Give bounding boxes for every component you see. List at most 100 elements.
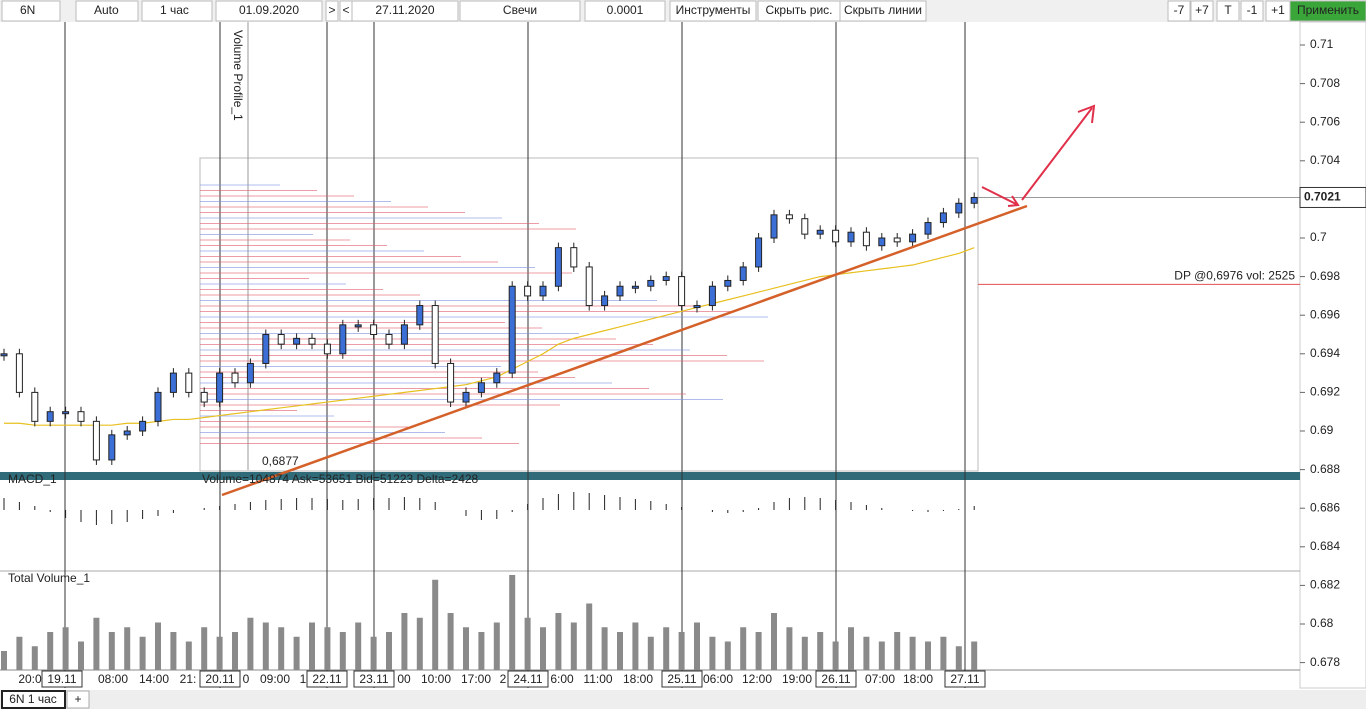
candle [185, 372, 193, 393]
candle [354, 324, 362, 328]
toolbar-button[interactable] [584, 0, 666, 22]
volume-bar [740, 627, 747, 670]
volume-bar [463, 627, 469, 670]
toolbar-button[interactable] [75, 0, 139, 22]
candle [708, 285, 716, 307]
y-tick-label: 0.708 [1310, 76, 1340, 90]
tab-add[interactable] [66, 690, 90, 709]
price-axis [1299, 21, 1366, 689]
volume-bar [771, 613, 777, 670]
tab[interactable] [1, 690, 66, 709]
candle [92, 420, 100, 461]
toolbar-label: T [1224, 3, 1232, 17]
date-label: 20.11 [205, 672, 234, 686]
date-box [306, 670, 348, 688]
candle [416, 305, 424, 326]
toolbar-button[interactable] [1216, 0, 1240, 22]
toolbar-button[interactable] [1240, 0, 1264, 22]
candle [262, 334, 270, 364]
toolbar-label: Скрыть рис. [765, 3, 832, 17]
toolbar-button[interactable] [1190, 0, 1214, 22]
candle [31, 391, 39, 422]
volume-bar [62, 627, 69, 670]
toolbar-label: -1 [1247, 3, 1258, 17]
toolbar-button[interactable] [1167, 0, 1191, 22]
volume-bar [955, 646, 962, 670]
date-label: 19.11 [47, 672, 76, 686]
date-label: 22.11 [312, 672, 341, 686]
volume-bar [1, 651, 7, 670]
toolbar-button[interactable] [1289, 0, 1366, 22]
time-label: 2 [500, 672, 507, 686]
candle [647, 279, 655, 287]
profile-stats: Volume=104874 Ask=53651 Bid=51223 Delta=… [202, 472, 479, 486]
toolbar-button[interactable] [325, 0, 339, 22]
trend-line [221, 204, 1028, 497]
time-label: 6:00 [550, 672, 574, 686]
date-label: 23.11 [359, 672, 388, 686]
volume-bar [678, 632, 685, 670]
toolbar-button[interactable] [1, 0, 61, 22]
candle [169, 372, 177, 393]
volume-bar [170, 632, 177, 670]
volume-bar [324, 627, 331, 670]
toolbar-label: 6N [20, 3, 35, 17]
toolbar-button[interactable] [839, 0, 927, 22]
volume-bar [185, 641, 192, 670]
volume-bar [93, 617, 100, 670]
candle [801, 218, 809, 235]
volume-bar [878, 641, 885, 670]
date-label: 24.11 [513, 672, 542, 686]
candle [693, 305, 701, 309]
time-label: 09:00 [260, 672, 290, 686]
candle [770, 214, 778, 239]
volume-bar [663, 627, 670, 670]
toolbar-button[interactable] [669, 0, 757, 22]
candle [739, 266, 747, 281]
candle [370, 324, 378, 336]
candle [46, 411, 54, 422]
volume-bar [216, 636, 223, 670]
toolbar-button[interactable] [459, 0, 581, 22]
tab-add-label: + [74, 692, 81, 706]
volume-bar [617, 632, 623, 670]
time-label: 20:0 [18, 672, 42, 686]
time-label: 07:00 [865, 672, 895, 686]
volume-bar [601, 627, 608, 670]
candle [0, 353, 8, 357]
toolbar-label: +7 [1195, 3, 1209, 17]
volume-bar [509, 575, 516, 670]
toolbar-label: 0.0001 [607, 3, 644, 17]
toolbar-label: > [328, 3, 335, 17]
candle [447, 362, 455, 403]
toolbar-button[interactable] [351, 0, 459, 22]
candle [970, 196, 978, 204]
volume-bar [478, 632, 485, 670]
candle [231, 372, 239, 384]
candle [893, 237, 901, 243]
volume-bar [309, 622, 315, 670]
y-tick-label: 0.682 [1310, 578, 1340, 592]
profile-title: Volume Profile_1 [231, 30, 245, 121]
volume-title: Total Volume_1 [8, 571, 90, 585]
volume-bar [586, 603, 593, 670]
candle [847, 231, 855, 243]
candle [631, 285, 639, 289]
candle [862, 231, 870, 247]
toolbar-button[interactable] [141, 0, 213, 22]
time-label: 00 [397, 672, 411, 686]
candle [939, 212, 947, 224]
volume-bar [370, 636, 377, 670]
candle [585, 266, 593, 307]
toolbar-label: Скрыть линии [844, 3, 922, 17]
toolbar-button[interactable] [215, 0, 323, 22]
volume-bar [647, 636, 654, 670]
y-tick-label: 0.706 [1310, 114, 1340, 128]
toolbar-label: Применить [1297, 3, 1359, 17]
volume-bar [755, 632, 762, 670]
candle [246, 362, 254, 384]
volume-bar [139, 636, 146, 670]
y-tick-label: 0.68 [1310, 616, 1334, 630]
volume-bar [925, 641, 931, 670]
